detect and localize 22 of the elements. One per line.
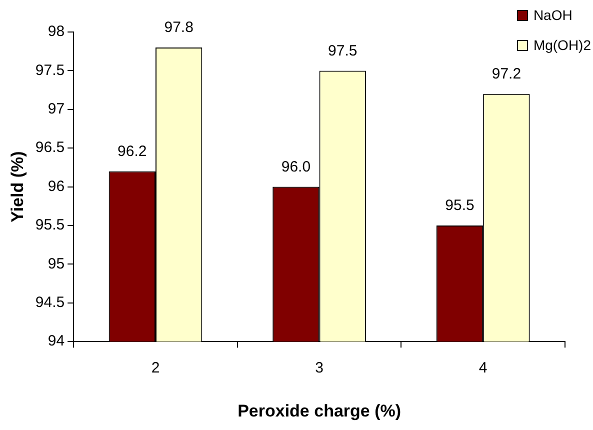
x-tick-label: 2 bbox=[151, 360, 160, 377]
data-label: 96.2 bbox=[118, 142, 147, 160]
data-label: 95.5 bbox=[445, 197, 474, 214]
x-axis-title: Peroxide charge (%) bbox=[238, 401, 402, 420]
y-tick-label: 94 bbox=[48, 332, 65, 350]
y-axis-title: Yield (%) bbox=[8, 151, 27, 222]
data-label: 97.5 bbox=[328, 42, 358, 60]
y-tick-label: 95.5 bbox=[35, 216, 65, 234]
data-label: 97.8 bbox=[164, 19, 194, 36]
legend-label: NaOH bbox=[533, 6, 572, 24]
y-tick-label: 96.5 bbox=[35, 139, 65, 156]
y-tick-label: 97 bbox=[48, 100, 65, 118]
data-label: 97.2 bbox=[492, 66, 522, 83]
y-tick-label: 95 bbox=[48, 255, 65, 272]
y-tick-label: 94.5 bbox=[35, 294, 65, 312]
y-tick-label: 97.5 bbox=[35, 62, 65, 79]
x-tick-label: 4 bbox=[478, 360, 488, 377]
data-label: 96.0 bbox=[281, 158, 311, 176]
x-tick-label: 3 bbox=[315, 360, 324, 377]
y-tick-label: 98 bbox=[48, 23, 65, 40]
y-tick-label: 96 bbox=[48, 178, 65, 195]
legend-label: Mg(OH)2 bbox=[533, 36, 591, 54]
